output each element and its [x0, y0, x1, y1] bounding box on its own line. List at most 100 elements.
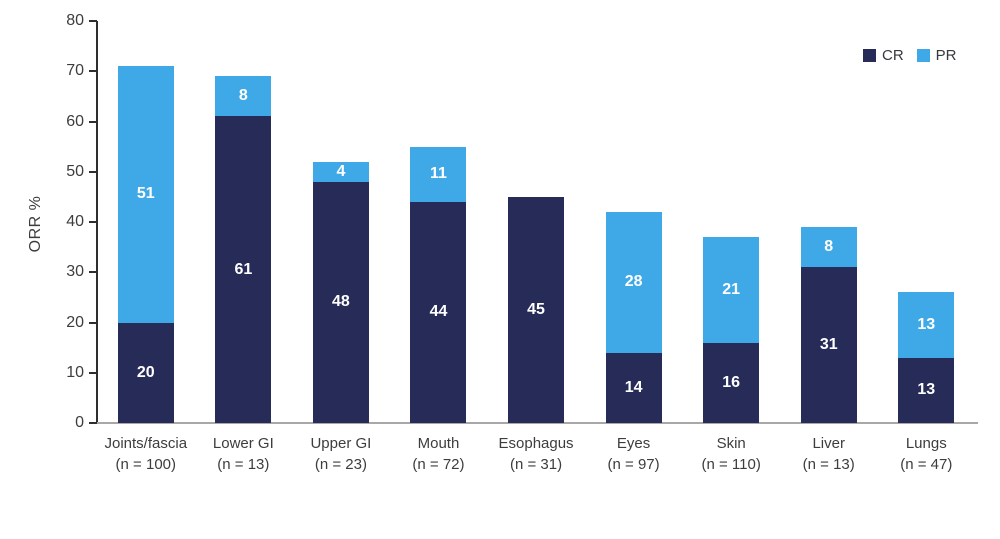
- y-tick-label: 30: [66, 263, 84, 281]
- category-name: Skin: [716, 435, 746, 452]
- y-tick-mark: [89, 321, 97, 324]
- x-axis-line: [90, 422, 978, 424]
- bar-stack: 13 13: [898, 292, 955, 423]
- x-axis-label-eyes: Eyes (n = 97): [585, 433, 683, 475]
- bar-segment-cr: 44: [410, 201, 467, 423]
- x-axis-label-esophagus: Esophagus (n = 31): [487, 433, 585, 475]
- x-axis-label-mouth: Mouth (n = 72): [390, 433, 488, 475]
- bar-stack: 28 14: [605, 211, 662, 423]
- bar-segment-cr: 20: [117, 322, 174, 423]
- bar-value-label: 48: [332, 293, 350, 311]
- bar-segment-cr: 45: [508, 196, 565, 423]
- bar-value-label: 44: [429, 303, 448, 321]
- category-n-count: (n = 110): [701, 456, 761, 473]
- bar-segment-cr: 16: [703, 342, 760, 423]
- legend-item-cr: CR: [863, 47, 904, 64]
- y-tick-mark: [89, 70, 97, 73]
- bar-value-label: 11: [430, 165, 447, 183]
- y-tick-mark: [89, 170, 97, 173]
- category-name: Mouth: [417, 435, 460, 452]
- bar-value-label: 13: [917, 381, 936, 399]
- x-axis-label-lower-gi: Lower GI (n = 13): [195, 433, 293, 475]
- category-n-count: (n = 97): [607, 456, 660, 473]
- bar-segment-pr: 8: [800, 227, 857, 268]
- y-axis-line: [96, 21, 98, 424]
- bar-eyes: 28 14: [585, 21, 683, 423]
- bar-segment-pr: 8: [215, 76, 272, 117]
- bar-stack: 21 16: [703, 237, 760, 423]
- bar-upper-gi: 4 48: [292, 21, 390, 423]
- bar-liver: 8 31: [780, 21, 878, 423]
- category-name: Lower GI: [212, 435, 274, 452]
- y-tick-mark: [89, 371, 97, 374]
- bar-segment-cr: 13: [898, 357, 955, 423]
- y-tick-label: 0: [75, 414, 84, 431]
- bar-stack: 45: [508, 196, 565, 423]
- bar-value-label: 61: [234, 260, 253, 278]
- category-name: Upper GI: [310, 435, 372, 452]
- y-tick-label: 80: [66, 12, 84, 29]
- bar-value-label: 45: [527, 300, 545, 318]
- y-tick-mark: [89, 120, 97, 123]
- bar-stack: 8 31: [800, 227, 857, 423]
- category-n-count: (n = 47): [900, 456, 953, 473]
- legend-label-cr: CR: [882, 47, 904, 64]
- category-n-count: (n = 72): [412, 456, 465, 473]
- bar-stack: 4 48: [312, 161, 369, 423]
- bar-value-label: 20: [136, 363, 155, 381]
- legend-swatch-pr-icon: [916, 49, 930, 62]
- bar-lungs: 13 13: [878, 21, 976, 423]
- x-axis-label-lungs: Lungs (n = 47): [878, 433, 976, 475]
- bar-value-label: 16: [722, 373, 741, 391]
- legend-item-pr: PR: [916, 47, 957, 64]
- category-n-count: (n = 13): [217, 456, 270, 473]
- bar-skin: 21 16: [682, 21, 780, 423]
- legend: CR PR: [863, 47, 957, 64]
- category-name: Eyes: [616, 435, 651, 452]
- legend-label-pr: PR: [935, 47, 957, 64]
- bar-segment-cr: 14: [605, 352, 662, 423]
- y-tick-mark: [89, 20, 97, 22]
- legend-swatch-cr-icon: [863, 49, 876, 62]
- bar-value-label: 13: [917, 316, 936, 334]
- category-n-count: (n = 100): [115, 456, 177, 473]
- category-name: Lungs: [905, 435, 947, 452]
- bar-stack: 11 44: [410, 146, 467, 423]
- x-axis-label-joints-fascia: Joints/fascia (n = 100): [97, 433, 195, 475]
- bar-segment-cr: 31: [800, 267, 857, 423]
- category-name: Joints/fascia: [104, 435, 188, 452]
- bar-value-label: 28: [624, 273, 643, 291]
- bar-value-label: 14: [624, 378, 643, 396]
- bar-esophagus: 45: [487, 21, 585, 423]
- category-n-count: (n = 31): [509, 456, 563, 473]
- y-tick-label: 50: [66, 162, 84, 180]
- bar-mouth: 11 44: [390, 21, 488, 423]
- bar-segment-pr: 11: [410, 146, 467, 202]
- x-axis-label-skin: Skin (n = 110): [682, 433, 780, 475]
- bar-segment-pr: 28: [605, 211, 662, 353]
- bar-value-label: 51: [136, 185, 155, 203]
- bar-joints-fascia: 51 20: [97, 21, 195, 423]
- y-tick-label: 40: [66, 213, 84, 230]
- y-tick-mark: [89, 271, 97, 274]
- bar-value-label: 8: [238, 87, 248, 105]
- category-name: Liver: [812, 435, 845, 452]
- category-n-count: (n = 13): [802, 456, 855, 473]
- y-tick-mark: [89, 422, 97, 424]
- x-axis-label-liver: Liver (n = 13): [780, 433, 878, 475]
- bar-stack: 51 20: [117, 66, 174, 423]
- y-tick-label: 10: [66, 363, 84, 381]
- category-name: Esophagus: [498, 435, 574, 452]
- bar-value-label: 4: [336, 162, 346, 180]
- category-n-count: (n = 23): [314, 456, 367, 473]
- x-axis-label-upper-gi: Upper GI (n = 23): [292, 433, 390, 475]
- bar-value-label: 31: [819, 336, 838, 354]
- y-tick-label: 70: [66, 62, 84, 80]
- bar-segment-pr: 13: [898, 292, 955, 358]
- bar-segment-cr: 61: [215, 116, 272, 423]
- bar-segment-pr: 4: [312, 161, 369, 182]
- bar-segment-pr: 51: [117, 66, 174, 323]
- bar-value-label: 21: [722, 280, 741, 298]
- x-axis-labels: Joints/fascia (n = 100) Lower GI (n = 13) Up…: [97, 433, 975, 475]
